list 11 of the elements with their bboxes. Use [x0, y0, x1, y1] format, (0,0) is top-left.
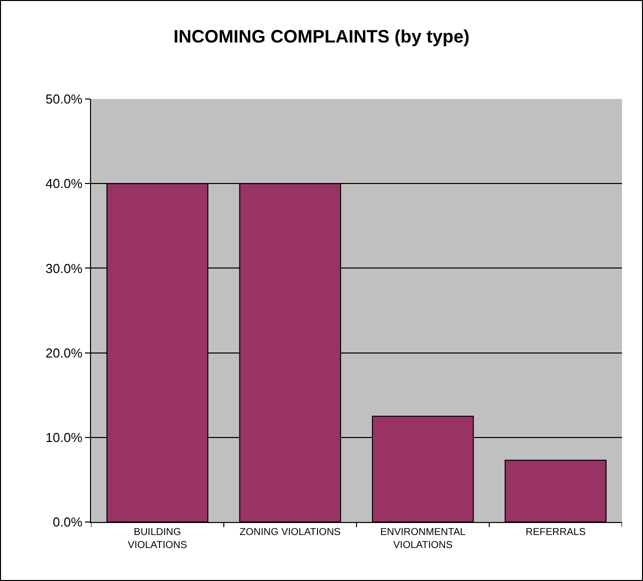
y-tick-label: 40.0%	[46, 176, 83, 192]
chart-title: INCOMING COMPLAINTS (by type)	[174, 26, 470, 47]
y-tick-label: 10.0%	[46, 430, 83, 445]
x-tick-label: ENVIRONMENTAL VIOLATIONS	[380, 527, 466, 551]
y-tick-label: 30.0%	[46, 260, 83, 276]
y-tick-label: 0.0%	[52, 514, 83, 530]
y-tick-label: 50.0%	[46, 92, 83, 107]
x-tick-label: BUILDING VIOLATIONS	[128, 527, 188, 551]
y-tick-label: 20.0%	[46, 345, 83, 360]
x-tick-label: ZONING VIOLATIONS	[240, 527, 341, 538]
x-tick-label: REFERRALS	[526, 527, 586, 538]
